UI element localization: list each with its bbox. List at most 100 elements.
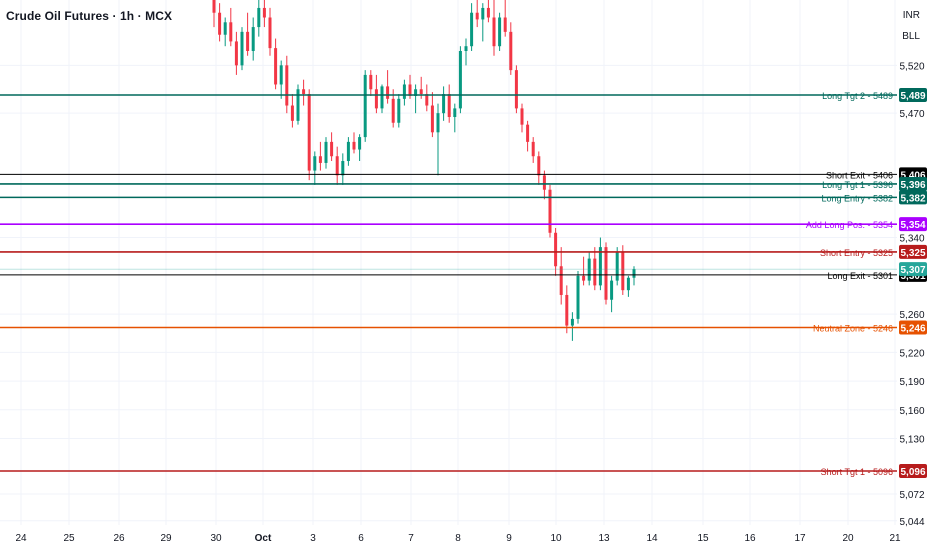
candle-body [318,156,322,163]
candle-body [358,137,362,150]
candle-body [279,65,283,85]
chart-title: Crude Oil Futures · 1h · MCX [6,9,173,23]
y-tick-label: 5,470 [899,109,924,120]
level-badge-value: 5,354 [900,220,925,231]
x-tick-label: 7 [408,533,414,544]
x-tick-label: 3 [310,533,316,544]
candle-body [492,17,496,47]
candle-body [313,156,317,171]
level-badge-value: 5,325 [900,248,925,259]
candle-body [346,141,350,162]
level-badge-value: 5,246 [900,323,925,334]
candle-body [621,251,625,291]
y-tick-label: 5,190 [899,377,924,388]
candle-body [559,266,563,295]
candle-body [324,141,328,163]
y-tick-label: 5,220 [899,348,924,359]
level-badge-value: 5,396 [900,180,925,191]
candle-body [453,108,457,118]
candle-body [598,247,602,286]
candle-body [234,41,238,66]
level-badge [899,320,927,335]
candle-body [391,98,395,123]
candle-body [470,12,474,47]
candle-body [514,70,518,109]
price-axis[interactable]: 5,520 5,470 5,340 5,260 5,220 5,190 5,160 5,130… [899,61,924,527]
candle-body [503,17,507,32]
level-label: Short Tgt 1 - 5096 [821,467,893,477]
candle-body [369,74,373,90]
time-axis[interactable]: 24 25 26 29 30 Oct 3 6 7 8 9 10 13 14 15 16 17 20 21 [15,533,901,544]
candle-body [615,251,619,281]
candle-body [363,74,367,138]
y-tick-label: 5,260 [899,310,924,321]
level-badge-value: 5,382 [900,193,925,204]
candle-body [526,124,530,142]
x-tick-label: 13 [598,533,610,544]
currency-button[interactable]: INR [902,10,920,21]
last-price-value: 5,307 [900,265,925,276]
x-tick-label: 9 [506,533,512,544]
grid-lines [0,0,897,525]
candle-body [268,17,272,49]
candle-body [352,141,356,150]
level-badge [899,217,927,232]
level-badge [899,88,927,102]
x-tick-label: 15 [697,533,709,544]
candle-body [285,65,289,106]
candle-body [425,94,429,106]
level-badge [899,244,927,259]
y-tick-label: 5,130 [899,434,924,445]
level-badge [899,464,927,478]
candle-body [335,156,339,176]
candle-body [302,89,306,95]
y-tick-label: 5,160 [899,406,924,417]
candle-body [464,46,468,51]
x-tick-label: 6 [358,533,364,544]
candle-body [307,94,311,171]
level-label: Short Exit - 5406 [826,170,893,180]
x-tick-label: 21 [889,533,901,544]
candle-body [548,189,552,233]
candle-body [486,7,490,18]
candle-body [436,113,440,133]
candle-body [262,7,266,18]
level-label: Add Long Pos. - 5354 [806,220,893,230]
candle-body [481,7,485,20]
candle-body [587,258,591,281]
candle-body [246,31,250,51]
x-tick-label: 30 [210,533,222,544]
candle-body [430,105,434,133]
candle-body [341,161,345,176]
candle-body [531,141,535,157]
candle-body [257,7,261,28]
candle-body [576,275,580,319]
candle-body [458,50,462,109]
level-label: Long Tgt 1 - 5396 [822,180,893,190]
candle-body [604,247,608,300]
candle-body [397,98,401,123]
level-label: Short Entry - 5325 [820,248,893,258]
level-label: Long Entry - 5382 [821,193,893,203]
candle-body [593,258,597,286]
x-tick-label: 10 [550,533,562,544]
y-tick-label: 5,044 [899,517,924,528]
scale-button[interactable]: BLL [902,31,920,42]
x-tick-label: 8 [455,533,461,544]
last-price-badge [899,262,927,277]
candle-body [570,318,574,326]
candle-body [380,86,384,109]
candle-body [290,105,294,121]
candle-body [386,86,390,99]
candle-body [296,89,300,121]
candle-body [565,294,569,326]
candle-body [537,156,541,176]
candle-body [554,232,558,267]
x-tick-label: 26 [113,533,125,544]
x-tick-label: 25 [63,533,75,544]
candle-body [408,84,412,96]
